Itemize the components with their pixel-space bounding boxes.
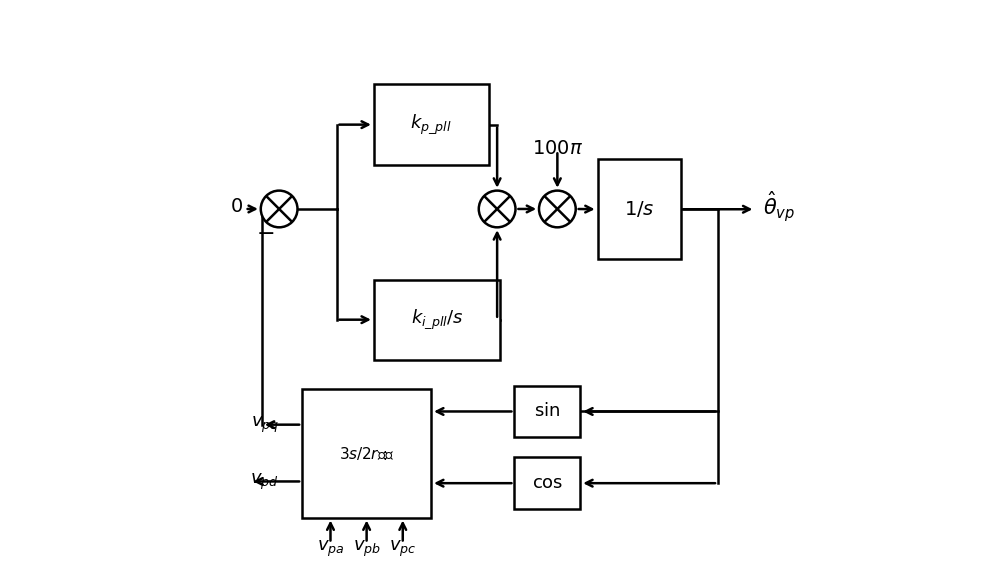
FancyBboxPatch shape (374, 279, 500, 360)
Text: $k_{p\_pll}$: $k_{p\_pll}$ (410, 113, 452, 136)
FancyBboxPatch shape (514, 386, 580, 437)
FancyBboxPatch shape (374, 84, 489, 165)
Text: $\hat{\theta}_{vp}$: $\hat{\theta}_{vp}$ (763, 189, 795, 223)
Text: $v_{pd}$: $v_{pd}$ (250, 471, 279, 492)
Text: $v_{pq}$: $v_{pq}$ (251, 414, 279, 435)
FancyBboxPatch shape (598, 159, 681, 260)
Circle shape (479, 191, 515, 228)
Text: $3s/2r$变换: $3s/2r$变换 (339, 445, 395, 462)
Text: $v_{pb}$: $v_{pb}$ (353, 539, 381, 559)
Text: $-$: $-$ (256, 222, 274, 242)
Circle shape (539, 191, 576, 228)
Text: $v_{pa}$: $v_{pa}$ (317, 539, 344, 559)
Text: $\sin$: $\sin$ (534, 403, 560, 420)
Text: $100\pi$: $100\pi$ (532, 139, 583, 158)
Text: $v_{pc}$: $v_{pc}$ (389, 539, 416, 559)
Text: $1/s$: $1/s$ (624, 199, 654, 219)
Circle shape (261, 191, 297, 228)
Text: $k_{i\_pll} / s$: $k_{i\_pll} / s$ (411, 308, 463, 331)
Text: $\cos$: $\cos$ (532, 474, 563, 492)
Text: $0$: $0$ (230, 197, 243, 215)
FancyBboxPatch shape (302, 389, 431, 517)
FancyBboxPatch shape (514, 457, 580, 509)
